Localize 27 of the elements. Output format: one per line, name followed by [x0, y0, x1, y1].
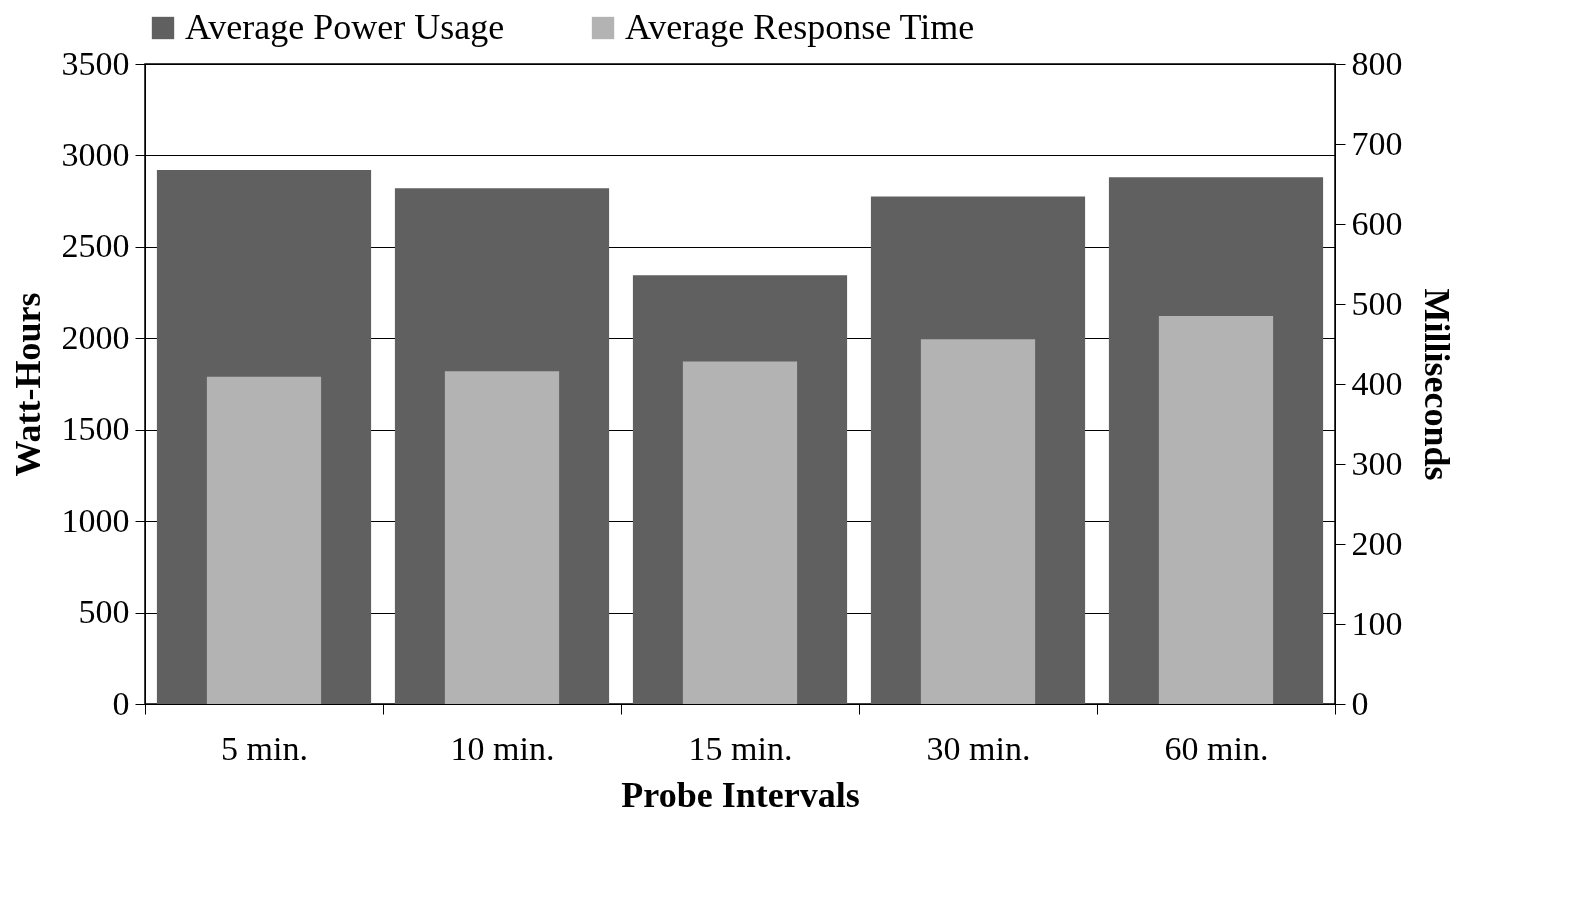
y2-tick-label: 200: [1351, 524, 1403, 562]
y-tick-label: 2000: [61, 318, 130, 356]
legend-label: Average Power Usage: [185, 7, 505, 47]
y2-tick-label: 100: [1351, 604, 1403, 642]
x-tick-label: 5 min.: [221, 729, 308, 767]
x-tick-label: 60 min.: [1164, 729, 1269, 767]
x-tick-label: 15 min.: [688, 729, 793, 767]
y-tick-label: 3500: [61, 44, 130, 82]
y-tick-label: 3000: [61, 135, 130, 173]
y-tick-label: 0: [112, 684, 130, 722]
y2-tick-label: 700: [1351, 124, 1403, 162]
y-tick-label: 1500: [61, 410, 130, 448]
y-tick-label: 2500: [61, 227, 130, 265]
y2-axis-title: Milliseconds: [1416, 288, 1457, 481]
y-tick-label: 500: [78, 593, 130, 631]
x-axis-title: Probe Intervals: [621, 774, 860, 815]
y-tick-label: 1000: [61, 501, 130, 539]
y2-tick-label: 400: [1351, 364, 1403, 402]
legend-label: Average Response Time: [625, 7, 975, 47]
y-axis-title: Watt-Hours: [7, 292, 48, 477]
y2-tick-label: 800: [1351, 44, 1403, 82]
y2-tick-label: 0: [1351, 684, 1369, 722]
y2-tick-label: 300: [1351, 444, 1403, 482]
y2-tick-label: 500: [1351, 284, 1403, 322]
y2-tick-label: 600: [1351, 204, 1403, 242]
x-tick-label: 30 min.: [926, 729, 1031, 767]
x-tick-label: 10 min.: [450, 729, 555, 767]
